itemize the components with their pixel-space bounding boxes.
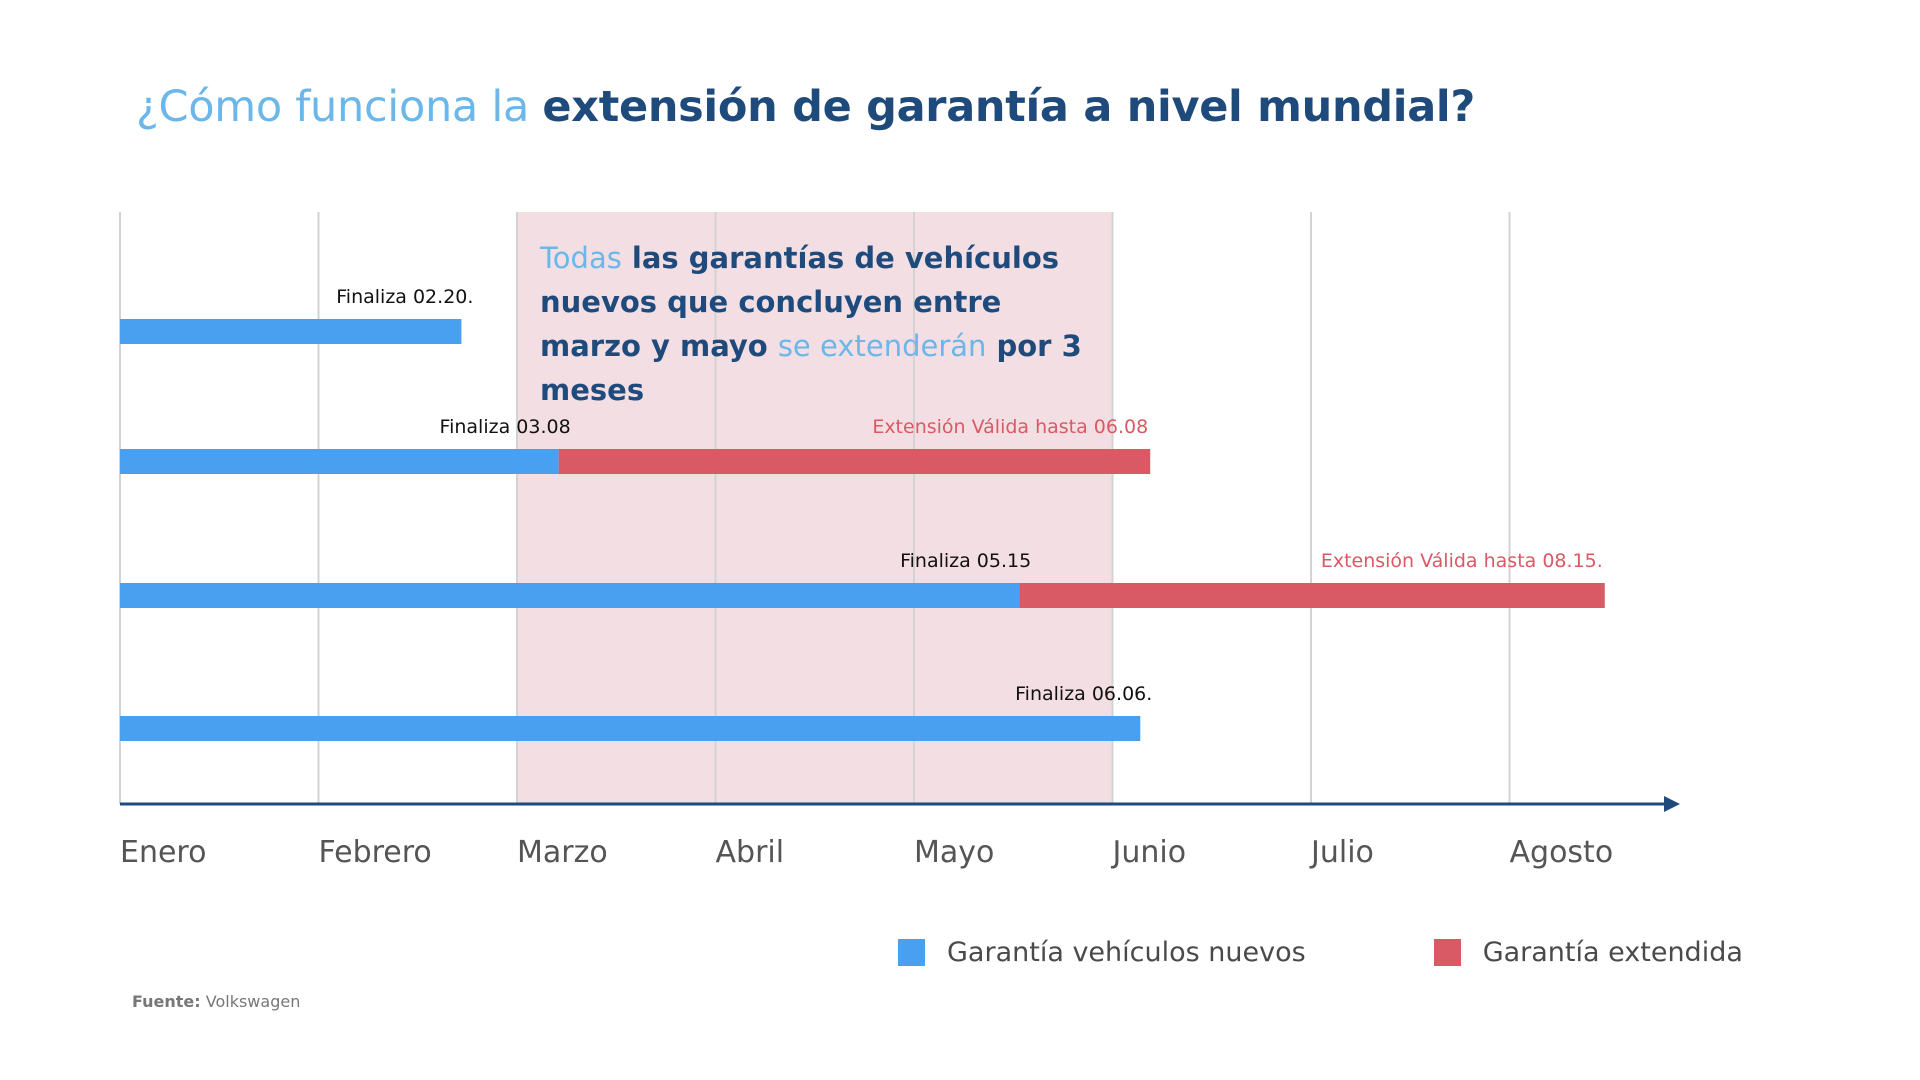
title-part-bold: extensión de garantía a nivel mundial? bbox=[542, 82, 1476, 132]
extension-bar-2 bbox=[558, 449, 1151, 474]
extension-label-3: Extensión Válida hasta 08.15. bbox=[1321, 550, 1603, 572]
warranty-bar-1 bbox=[120, 319, 462, 344]
source-value: Volkswagen bbox=[200, 992, 301, 1011]
extension-bar-3 bbox=[1019, 583, 1605, 608]
end-label-1: Finaliza 02.20. bbox=[336, 286, 473, 308]
axis-arrow-icon bbox=[1664, 796, 1680, 812]
callout-highlight-extenderan: se extenderán bbox=[777, 329, 987, 363]
end-label-3: Finaliza 05.15 bbox=[900, 550, 1031, 572]
callout-text-main: las garantías de vehículos nuevos que co… bbox=[540, 241, 1060, 363]
warranty-bar-4 bbox=[120, 716, 1141, 741]
month-label-enero: Enero bbox=[120, 835, 206, 870]
legend: Garantía vehículos nuevos Garantía exten… bbox=[898, 937, 1743, 968]
source-label: Fuente: bbox=[132, 992, 201, 1011]
legend-label-new-warranty: Garantía vehículos nuevos bbox=[947, 937, 1306, 968]
month-label-agosto: Agosto bbox=[1510, 835, 1614, 870]
extension-label-2: Extensión Válida hasta 06.08 bbox=[872, 416, 1148, 438]
warranty-bar-2 bbox=[120, 449, 559, 474]
legend-label-extended-warranty: Garantía extendida bbox=[1482, 937, 1743, 968]
callout-text-end: por 3 meses bbox=[540, 329, 1082, 407]
end-label-2: Finaliza 03.08 bbox=[440, 416, 571, 438]
month-label-febrero: Febrero bbox=[319, 835, 432, 870]
month-label-abril: Abril bbox=[716, 835, 785, 870]
title-part-light: ¿Cómo funciona la bbox=[136, 82, 543, 132]
month-label-mayo: Mayo bbox=[914, 835, 994, 870]
legend-swatch-extended-warranty bbox=[1433, 939, 1461, 966]
source-note: Fuente: Volkswagen bbox=[132, 992, 300, 1011]
chart-title: ¿Cómo funciona la extensión de garantía … bbox=[136, 82, 1475, 132]
month-label-julio: Julio bbox=[1309, 835, 1374, 870]
highlight-band-marzo-mayo bbox=[517, 212, 1113, 804]
end-label-4: Finaliza 06.06. bbox=[1015, 683, 1152, 705]
callout-text: Todas las garantías de vehículos nuevos … bbox=[540, 236, 1100, 412]
month-label-marzo: Marzo bbox=[517, 835, 608, 870]
legend-swatch-new-warranty bbox=[898, 939, 925, 966]
callout-highlight-todas: Todas bbox=[540, 241, 622, 275]
legend-item-extended-warranty: Garantía extendida bbox=[1433, 937, 1743, 968]
month-label-junio: Junio bbox=[1111, 835, 1187, 870]
legend-item-new-warranty: Garantía vehículos nuevos bbox=[898, 937, 1306, 968]
warranty-bar-3 bbox=[120, 583, 1020, 608]
